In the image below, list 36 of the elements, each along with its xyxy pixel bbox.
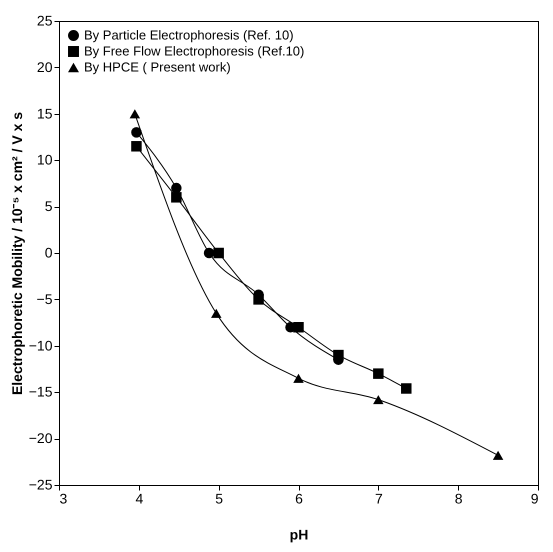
point: [293, 374, 304, 383]
legend-label: By Free Flow Electrophoresis (Ref.10): [84, 44, 304, 58]
y-tick-label: 10: [36, 152, 53, 168]
y-tick-label: 0: [44, 244, 53, 260]
x-tick-label: 5: [215, 490, 224, 506]
point: [130, 109, 140, 118]
y-tick-label: −25: [28, 476, 53, 492]
point: [213, 248, 224, 258]
y-tick-label: 15: [36, 105, 53, 122]
x-axis-title: pH: [290, 526, 308, 542]
y-tick-label: 5: [44, 198, 53, 214]
point: [492, 450, 504, 460]
point: [211, 308, 222, 318]
point: [401, 383, 412, 394]
x-tick-label: 8: [454, 490, 463, 506]
y-tick-label: 20: [36, 58, 53, 75]
y-tick-label: −5: [36, 290, 53, 307]
legend-label: By HPCE ( Present work): [84, 60, 231, 74]
point: [171, 192, 182, 203]
y-tick-label: 25: [36, 12, 53, 28]
point: [373, 368, 384, 379]
x-tick-label: 3: [60, 490, 68, 506]
point: [373, 395, 384, 404]
x-tick-label: 9: [530, 490, 539, 506]
x-tick-label: 4: [135, 490, 144, 506]
x-tick-label: 7: [374, 490, 383, 506]
y-tick-label: −20: [28, 430, 53, 446]
point: [204, 248, 214, 258]
legend-label: By Particle Electrophoresis (Ref. 10): [84, 28, 294, 42]
y-axis-title: Electrophoretic Mobility / 10⁻⁵ x cm² / V x s: [8, 112, 25, 396]
point: [171, 182, 182, 194]
point: [131, 127, 142, 138]
y-tick-label: −10: [28, 337, 53, 354]
point: [131, 141, 142, 152]
y-tick-label: −15: [28, 384, 53, 400]
x-tick-label: 6: [295, 490, 304, 506]
